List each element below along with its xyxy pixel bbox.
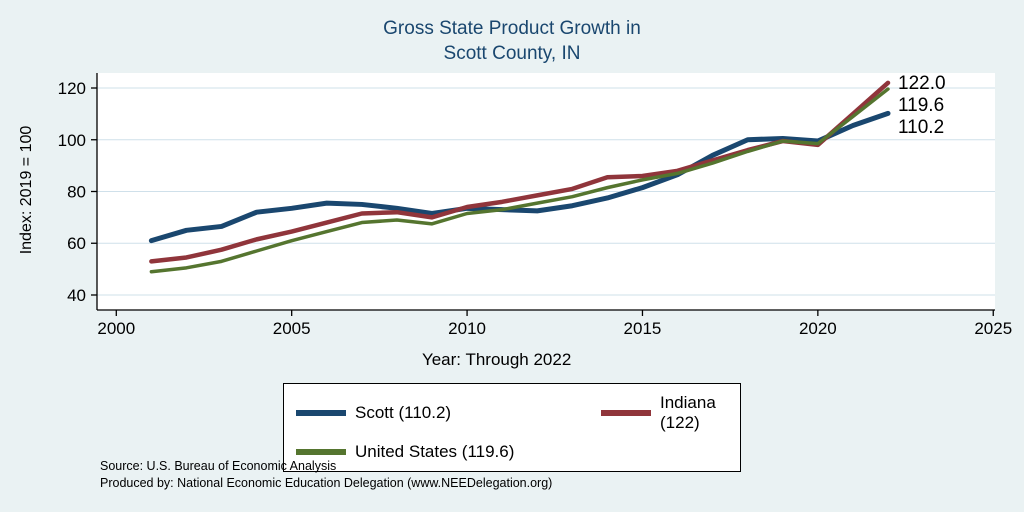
chart-title-line1: Gross State Product Growth in bbox=[383, 18, 641, 39]
legend: Scott (110.2) Indiana (122) United States … bbox=[283, 383, 741, 472]
svg-text:2020: 2020 bbox=[799, 319, 837, 338]
legend-swatch-scott bbox=[296, 410, 346, 416]
legend-swatch-indiana bbox=[601, 410, 651, 416]
svg-text:2005: 2005 bbox=[273, 319, 311, 338]
svg-text:2000: 2000 bbox=[97, 319, 135, 338]
end-label-united-states: 119.6 bbox=[898, 95, 944, 116]
svg-text:40: 40 bbox=[67, 286, 86, 305]
legend-label-scott: Scott (110.2) bbox=[355, 403, 452, 422]
svg-text:120: 120 bbox=[58, 79, 86, 98]
legend-grid: Scott (110.2) Indiana (122) United States … bbox=[296, 393, 728, 462]
source-line: Source: U.S. Bureau of Economic Analysis bbox=[100, 459, 337, 473]
svg-text:2015: 2015 bbox=[624, 319, 662, 338]
axes bbox=[91, 73, 995, 316]
chart-title-line2: Scott County, IN bbox=[443, 43, 581, 65]
svg-text:60: 60 bbox=[67, 234, 86, 253]
svg-text:80: 80 bbox=[67, 183, 86, 202]
x-axis-label: Year: Through 2022 bbox=[421, 350, 572, 369]
legend-item-united-states: United States (119.6) bbox=[296, 442, 601, 462]
source-note: Source: U.S. Bureau of Economic Analysis… bbox=[100, 458, 552, 492]
end-label-indiana: 122.0 bbox=[898, 73, 946, 94]
legend-item-indiana: Indiana (122) bbox=[601, 393, 728, 433]
legend-swatch-united-states bbox=[296, 449, 346, 455]
svg-text:2010: 2010 bbox=[448, 319, 486, 338]
end-label-scott: 110.2 bbox=[898, 117, 944, 138]
legend-item-scott: Scott (110.2) bbox=[296, 393, 601, 433]
y-tick-labels: 40 60 80 100 120 bbox=[58, 79, 86, 305]
legend-label-united-states: United States (119.6) bbox=[355, 442, 515, 461]
legend-label-indiana: Indiana (122) bbox=[660, 393, 716, 432]
series-line-scott bbox=[148, 110, 891, 244]
svg-text:100: 100 bbox=[58, 131, 86, 150]
produced-by-line: Produced by: National Economic Education… bbox=[100, 475, 553, 490]
chart-title: Gross State Product Growth in Scott Coun… bbox=[0, 16, 1024, 66]
svg-text:2025: 2025 bbox=[974, 319, 1012, 338]
x-tick-labels: 2000 2005 2010 2015 2020 2025 bbox=[97, 319, 1012, 338]
series-line-united-states bbox=[149, 87, 890, 274]
